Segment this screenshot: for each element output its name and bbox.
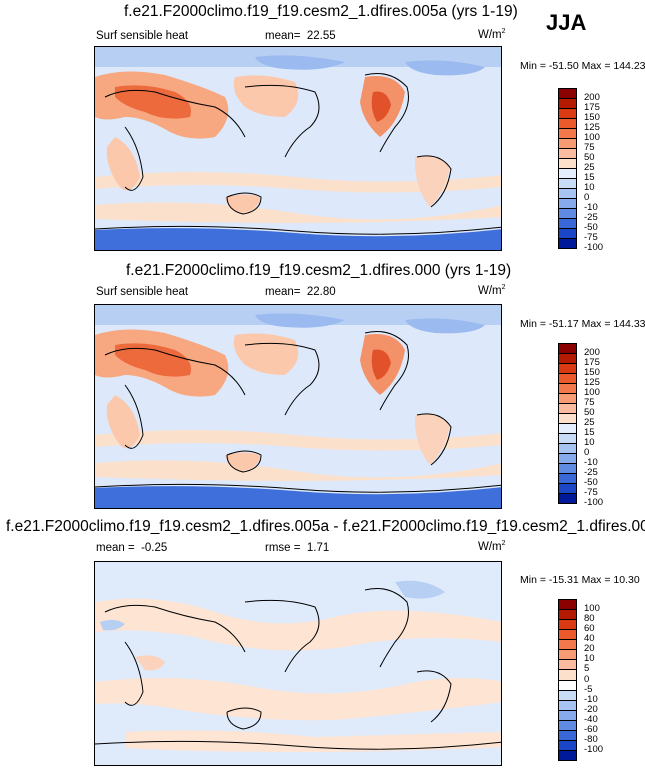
colorbar-tick-label: 50	[584, 407, 595, 418]
colorbar-tick-label: 100	[584, 132, 600, 143]
panel-3-minmax: Min = -15.31 Max = 10.30	[520, 574, 640, 586]
panel-1-mean: mean= 22.55	[265, 30, 336, 42]
colorbar-tick-label: 0	[584, 447, 590, 458]
colorbar-tick-label: 50	[584, 152, 595, 163]
colorbar-swatch	[558, 749, 577, 761]
colorbar-tick-label: -10	[584, 457, 598, 468]
panel-3-map	[94, 561, 502, 766]
colorbar-tick-label: 75	[584, 142, 595, 153]
colorbar-swatch	[558, 493, 577, 504]
colorbar-tick-label: 100	[584, 387, 600, 398]
colorbar-tick-label: -40	[584, 713, 598, 725]
colorbar-tick-label: 5	[584, 663, 590, 675]
colorbar-tick-label: 125	[584, 377, 600, 388]
season-label: JJA	[546, 10, 587, 35]
panel-1-title: f.e21.F2000climo.f19_f19.cesm2_1.dfires.…	[124, 3, 518, 20]
colorbar-tick-label: -100	[584, 242, 604, 253]
colorbar-tick-label: -25	[584, 212, 598, 223]
colorbar-tick-label: 125	[584, 122, 600, 133]
panel-2-units: W/m2	[478, 284, 506, 297]
panel-2-title: f.e21.F2000climo.f19_f19.cesm2_1.dfires.…	[126, 262, 512, 279]
panel-1-minmax: Min = -51.50 Max = 144.23	[520, 60, 645, 72]
panel-2-minmax: Min = -51.17 Max = 144.33	[520, 318, 645, 330]
colorbar-tick-label: 100	[584, 603, 600, 615]
colorbar-tick-label: -20	[584, 703, 598, 715]
colorbar-tick-label: 80	[584, 613, 595, 625]
colorbar-tick-label: -100	[584, 497, 604, 508]
colorbar-tick-label: 10	[584, 437, 595, 448]
colorbar-tick-label: -25	[584, 467, 598, 478]
colorbar-tick-label: 150	[584, 112, 600, 123]
colorbar-swatch	[558, 238, 577, 249]
colorbar-tick-label: -100	[584, 743, 604, 755]
colorbar-tick-label: 20	[584, 643, 595, 655]
panel-3-title: f.e21.F2000climo.f19_f19.cesm2_1.dfires.…	[6, 518, 645, 535]
colorbar-tick-label: 150	[584, 367, 600, 378]
colorbar-tick-label: 200	[584, 347, 600, 358]
colorbar-tick-label: -10	[584, 693, 598, 705]
colorbar-tick-label: 25	[584, 417, 595, 428]
colorbar-tick-label: -50	[584, 477, 598, 488]
panel-2-map	[94, 304, 502, 509]
colorbar-tick-label: 0	[584, 192, 590, 203]
panel-1-map	[94, 46, 502, 251]
colorbar-tick-label: -75	[584, 487, 598, 498]
colorbar-tick-label: 40	[584, 633, 595, 645]
colorbar-tick-label: -75	[584, 232, 598, 243]
panel-3-mean: mean = -0.25	[96, 542, 168, 554]
colorbar-tick-label: -10	[584, 202, 598, 213]
colorbar-tick-label: 10	[584, 653, 595, 665]
colorbar-tick-label: -50	[584, 222, 598, 233]
colorbar-tick-label: -60	[584, 723, 598, 735]
colorbar-tick-label: 200	[584, 92, 600, 103]
colorbar-tick-label: 10	[584, 182, 595, 193]
panel-2-mean: mean= 22.80	[265, 286, 336, 298]
colorbar-tick-label: 25	[584, 162, 595, 173]
colorbar-tick-label: 15	[584, 172, 595, 183]
panel-2-variable-label: Surf sensible heat	[96, 286, 189, 298]
panel-3-units: W/m2	[478, 540, 506, 553]
colorbar-tick-label: 175	[584, 102, 600, 113]
colorbar-tick-label: -5	[584, 683, 593, 695]
panel-1-colorbar: 200 175 150 125 100 75 50 25 15 10 0 -10 -25 -50 -75 -1…	[558, 88, 603, 253]
panel-3-rmse: rmse = 1.71	[265, 542, 330, 554]
colorbar-tick-label: 75	[584, 397, 595, 408]
colorbar-tick-label: 60	[584, 623, 595, 635]
colorbar-tick-label: 15	[584, 427, 595, 438]
colorbar-tick-label: 175	[584, 357, 600, 368]
panel-1-units: W/m2	[478, 28, 506, 41]
panel-2-colorbar: 200 175 150 125 100 75 50 25 15 10 0 -10 -25 -50 -75 -1…	[558, 343, 603, 508]
panel-3-colorbar: 100 80 60 40 20 10 5 0 -5 -10 -20 -40 -60 -80 -100	[558, 599, 603, 761]
colorbar-tick-label: 0	[584, 673, 590, 685]
colorbar-tick-label: -80	[584, 733, 598, 745]
panel-1-variable-label: Surf sensible heat	[96, 30, 189, 42]
